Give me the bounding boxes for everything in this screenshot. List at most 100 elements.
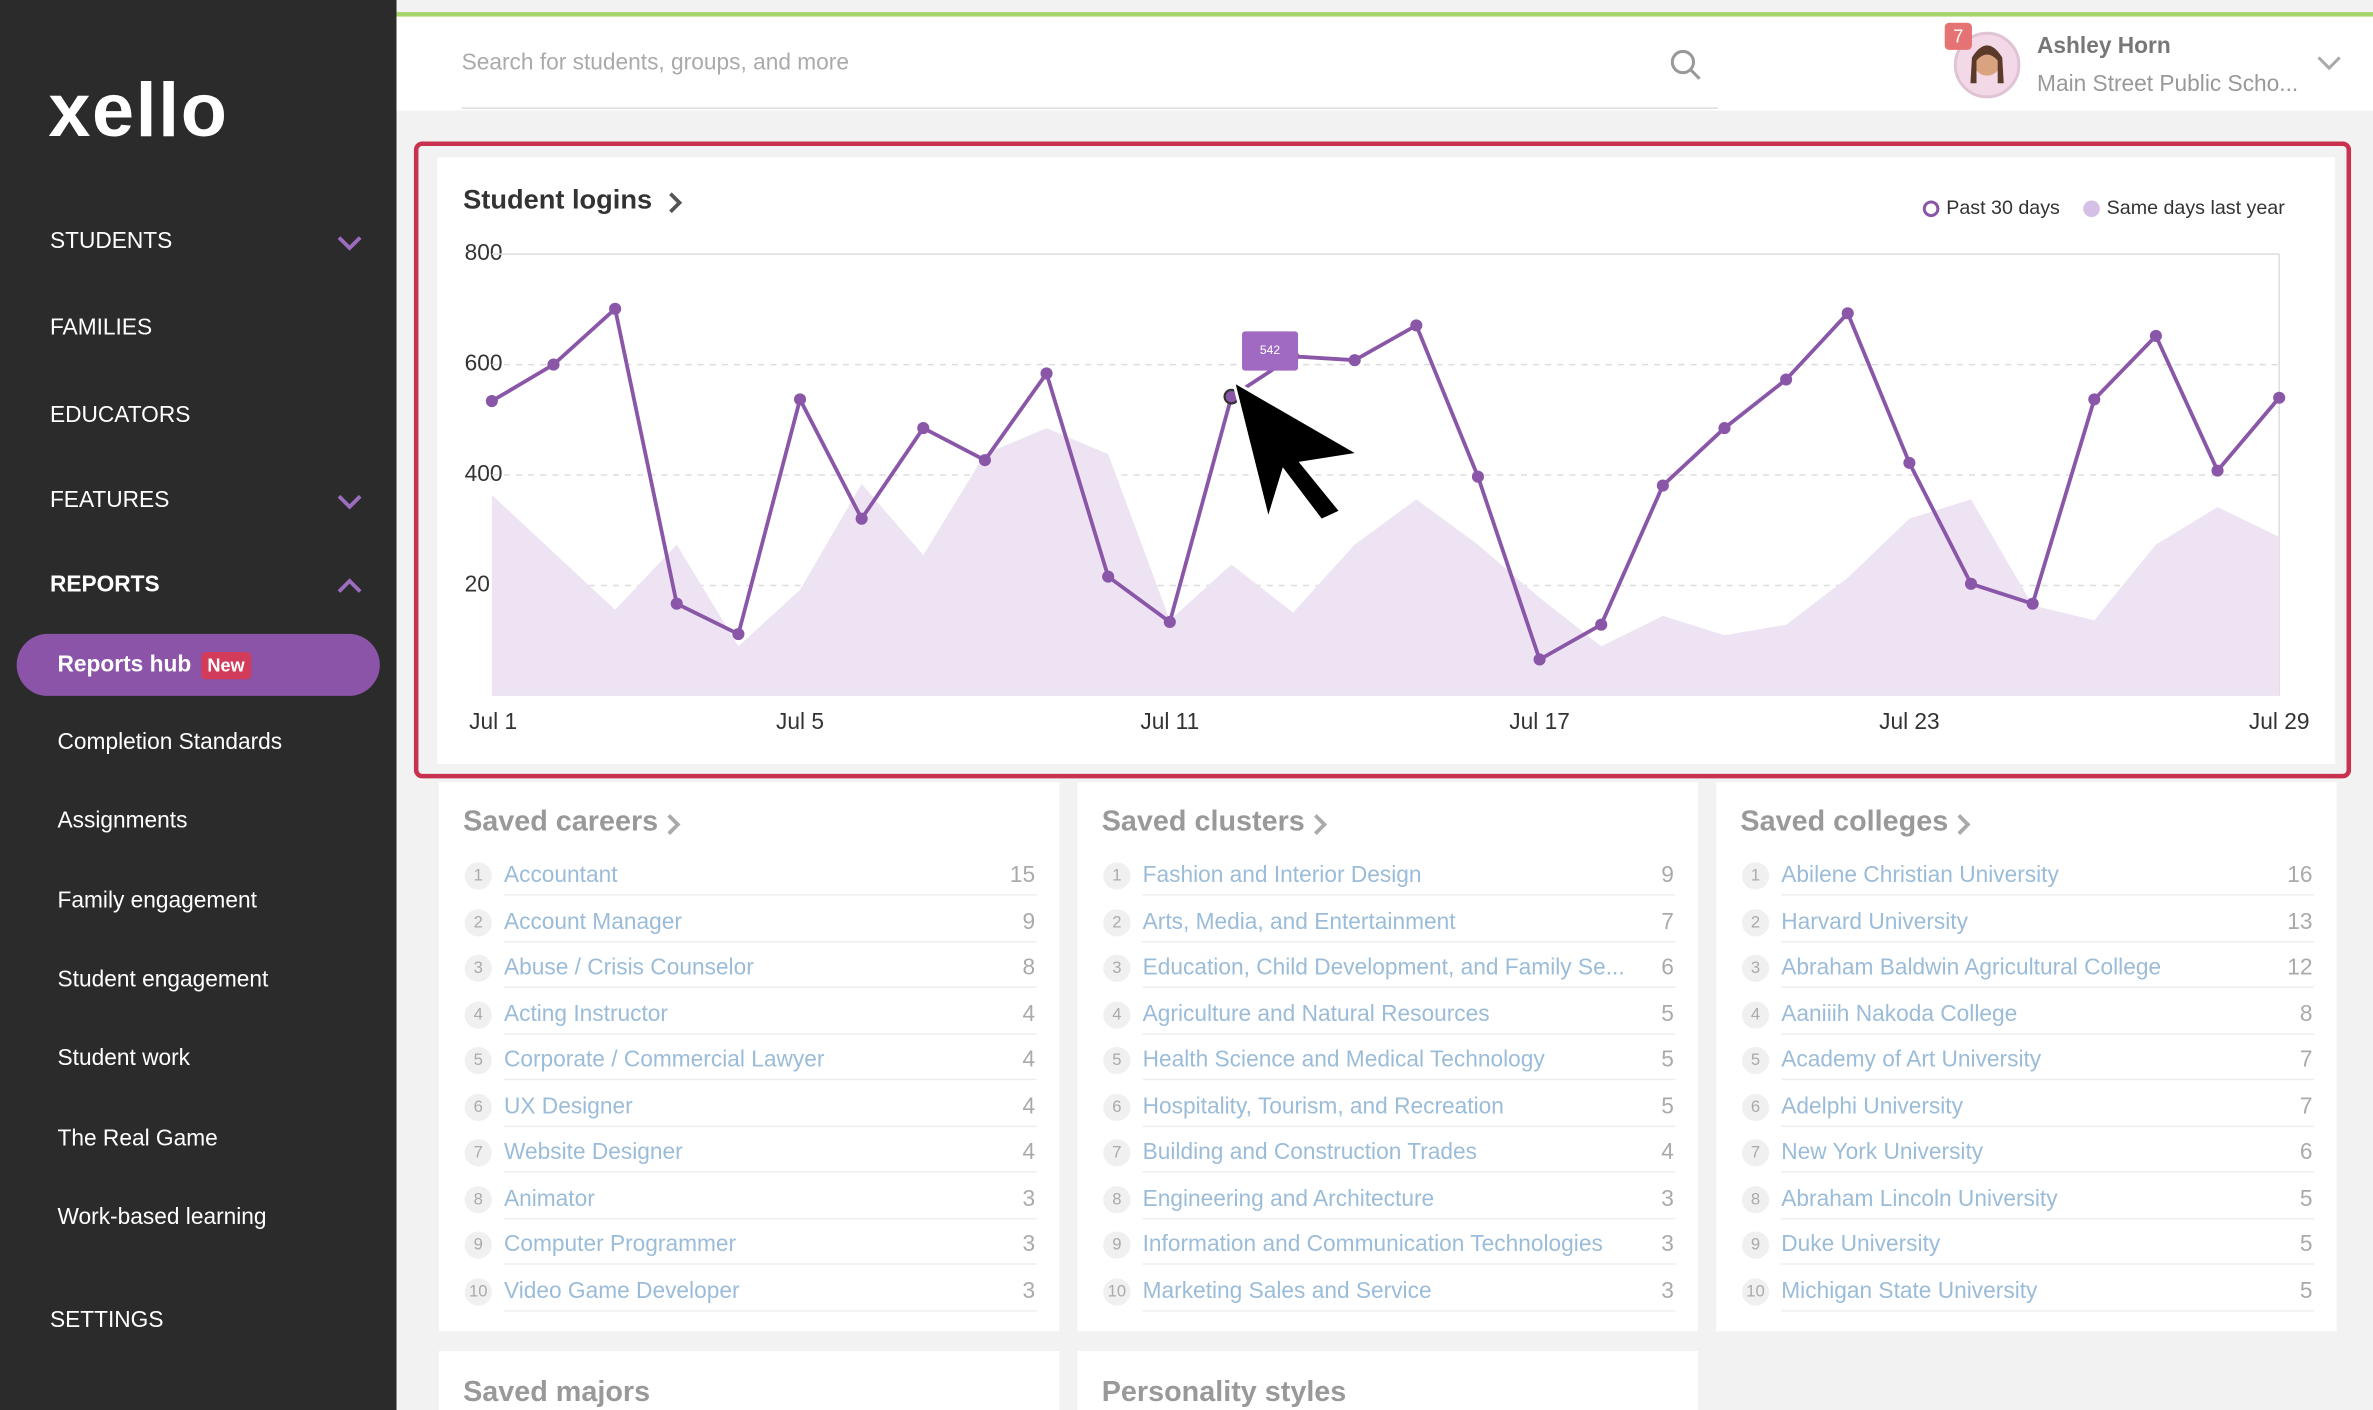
list-item-name[interactable]: Hospitality, Tourism, and Recreation — [1142, 1093, 1504, 1119]
y-tick-label: 400 — [465, 460, 503, 486]
active-nav-bg[interactable] — [16, 633, 380, 696]
list-item-name[interactable]: Acting Instructor — [503, 1000, 669, 1027]
nav-chevron[interactable] — [337, 494, 362, 510]
list-item-name[interactable]: Video Game Developer — [503, 1277, 740, 1304]
data-point[interactable] — [2149, 329, 2162, 342]
subnav-item[interactable]: The Real Game — [57, 1124, 218, 1151]
nav-chevron[interactable] — [337, 578, 362, 593]
data-point[interactable] — [1348, 354, 1361, 367]
data-point[interactable] — [1595, 618, 1608, 631]
panel-title[interactable]: Saved colleges — [1740, 806, 1949, 839]
notification-badge[interactable]: 7 — [1944, 22, 1972, 50]
data-point[interactable] — [1964, 577, 1978, 590]
subnav-item[interactable]: Assignments — [57, 808, 188, 835]
panel-title[interactable]: Personality styles — [1101, 1376, 1347, 1409]
data-point[interactable] — [2273, 391, 2286, 404]
list-item-name[interactable]: Accountant — [503, 862, 618, 889]
data-point[interactable] — [1040, 367, 1053, 380]
nav-chevron[interactable] — [337, 236, 362, 251]
panel-title[interactable]: Saved majors — [463, 1376, 651, 1409]
list-item-name[interactable]: New York University — [1781, 1139, 1984, 1165]
data-point[interactable] — [2211, 464, 2224, 477]
subnav-item[interactable]: Work-based learning — [57, 1203, 267, 1230]
data-point[interactable] — [1780, 373, 1793, 386]
data-point[interactable] — [1163, 615, 1176, 628]
data-point[interactable] — [978, 454, 991, 467]
list-item-name[interactable]: Building and Construction Trades — [1142, 1139, 1478, 1165]
list-item-name[interactable]: Website Designer — [503, 1139, 683, 1165]
list-item-name[interactable]: Adelphi University — [1781, 1093, 1963, 1119]
list-item-name[interactable]: UX Designer — [503, 1093, 633, 1119]
row-divider — [1142, 1170, 1676, 1173]
title-chevron[interactable] — [669, 192, 683, 214]
search-icon[interactable] — [1670, 49, 1696, 75]
list-item-name[interactable]: Harvard University — [1781, 908, 1968, 935]
list-item-name[interactable]: Animator — [503, 1185, 595, 1212]
data-point[interactable] — [917, 422, 930, 435]
list-item-name[interactable]: Education, Child Development, and Family… — [1142, 954, 1625, 981]
list-item-name[interactable]: Engineering and Architecture — [1142, 1185, 1435, 1212]
list-item-name[interactable]: Duke University — [1781, 1231, 1941, 1258]
legend-label[interactable]: Same days last year — [2107, 197, 2286, 219]
data-point[interactable] — [485, 395, 498, 408]
user-menu-chevron[interactable] — [2317, 56, 2341, 71]
data-point[interactable] — [609, 302, 622, 315]
search-input[interactable]: Search for students, groups, and more — [461, 49, 849, 76]
list-item-name[interactable]: Abuse / Crisis Counselor — [503, 954, 754, 981]
list-item-name[interactable]: Abilene Christian University — [1781, 862, 2059, 889]
list-item-count: 4 — [1022, 1093, 1036, 1119]
data-point[interactable] — [670, 597, 683, 610]
subnav-item[interactable]: Family engagement — [57, 887, 257, 914]
panel-chevron[interactable] — [1314, 814, 1328, 835]
panel-title[interactable]: Saved clusters — [1101, 806, 1305, 839]
data-point[interactable] — [1533, 653, 1546, 666]
nav-item[interactable]: EDUCATORS — [49, 402, 191, 429]
data-point[interactable] — [1718, 422, 1731, 435]
data-point[interactable] — [1410, 319, 1423, 332]
subnav-item[interactable]: Student work — [57, 1045, 191, 1072]
data-point[interactable] — [1656, 479, 1669, 492]
list-item-name[interactable]: Information and Communication Technologi… — [1142, 1231, 1603, 1258]
nav-item[interactable]: FAMILIES — [49, 314, 153, 341]
nav-item[interactable]: FEATURES — [49, 487, 170, 513]
nav-item[interactable]: REPORTS — [49, 571, 160, 598]
list-item-name[interactable]: Fashion and Interior Design — [1142, 862, 1422, 889]
data-point[interactable] — [547, 358, 560, 371]
list-item-name[interactable]: Corporate / Commercial Lawyer — [503, 1046, 825, 1073]
list-item-count: 5 — [1661, 1093, 1674, 1119]
data-point[interactable] — [1102, 570, 1115, 583]
nav-item-active[interactable]: Reports hub — [57, 652, 192, 678]
list-item-name[interactable]: Account Manager — [503, 908, 682, 935]
panel-title[interactable]: Saved careers — [463, 806, 659, 839]
data-point[interactable] — [2026, 597, 2039, 610]
subnav-item[interactable]: Student engagement — [57, 966, 269, 993]
list-item-name[interactable]: Abraham Baldwin Agricultural College — [1781, 954, 2162, 981]
list-item-name[interactable]: Abraham Lincoln University — [1781, 1185, 2058, 1212]
data-point[interactable] — [1471, 470, 1485, 483]
rank-badge: 8 — [1103, 1185, 1131, 1213]
data-point[interactable] — [1841, 307, 1854, 320]
list-item-name[interactable]: Marketing Sales and Service — [1142, 1277, 1432, 1304]
data-point[interactable] — [793, 393, 807, 406]
panel-chevron[interactable] — [667, 814, 681, 835]
list-item-name[interactable]: Arts, Media, and Entertainment — [1142, 908, 1456, 935]
nav-item[interactable]: SETTINGS — [49, 1307, 164, 1333]
list-item-name[interactable]: Health Science and Medical Technology — [1142, 1046, 1545, 1073]
data-point[interactable] — [2088, 393, 2101, 406]
user-name[interactable]: Ashley Horn — [2037, 33, 2171, 60]
legend-label[interactable]: Past 30 days — [1946, 197, 2060, 219]
chart-title[interactable]: Student logins — [463, 183, 652, 214]
data-point[interactable] — [732, 628, 745, 641]
logo[interactable]: xello — [48, 68, 229, 153]
subnav-item[interactable]: Completion Standards — [57, 729, 283, 755]
panel-chevron[interactable] — [1957, 814, 1971, 835]
list-item-name[interactable]: Academy of Art University — [1781, 1046, 2042, 1073]
list-item-count: 8 — [2299, 1000, 2313, 1027]
list-item-name[interactable]: Computer Programmer — [503, 1231, 737, 1258]
list-item-name[interactable]: Michigan State University — [1781, 1277, 2038, 1304]
list-item-name[interactable]: Aaniiih Nakoda College — [1781, 1000, 2018, 1027]
data-point[interactable] — [855, 512, 868, 525]
list-item-name[interactable]: Agriculture and Natural Resources — [1142, 1000, 1490, 1027]
nav-item[interactable]: STUDENTS — [49, 228, 173, 255]
data-point[interactable] — [1903, 456, 1916, 469]
